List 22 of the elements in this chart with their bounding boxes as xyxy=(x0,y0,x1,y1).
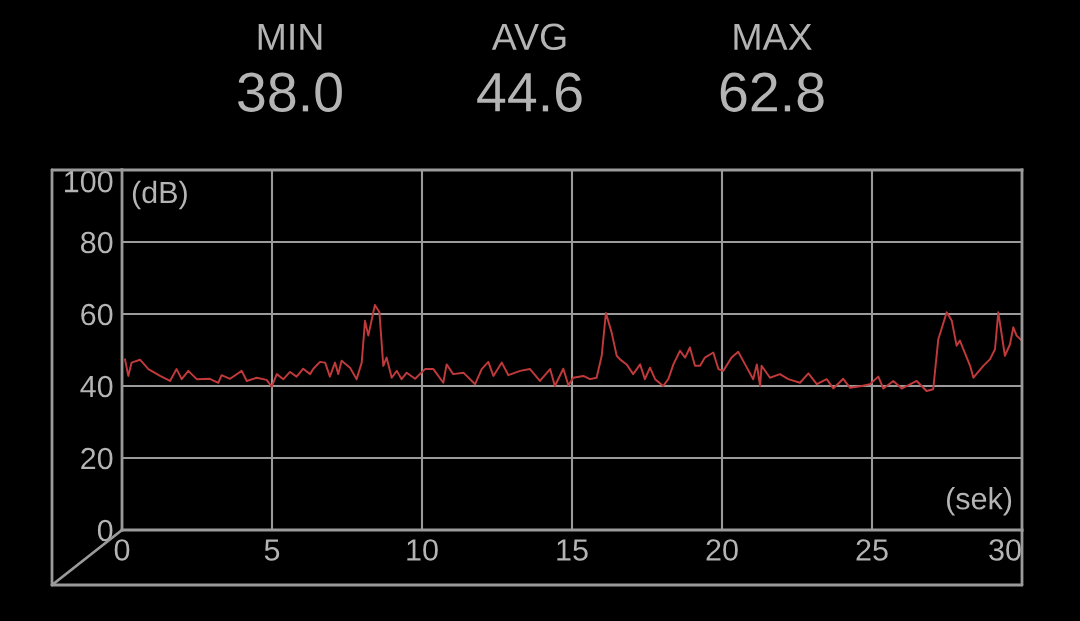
y-axis-title: (dB) xyxy=(132,180,187,210)
line-series xyxy=(124,304,1022,393)
text: 62.8 xyxy=(720,72,824,112)
x-tick-label: 0 xyxy=(114,539,130,561)
y-tick-label: 80 xyxy=(81,231,113,254)
y-tick-label: 0 xyxy=(97,519,113,542)
y-tick-label: 40 xyxy=(80,375,113,398)
x-tick-label: 25 xyxy=(856,539,888,561)
y-tick-label: 60 xyxy=(81,303,113,326)
y-tick-label: 20 xyxy=(81,447,113,470)
text: 44.6 xyxy=(477,72,582,112)
y-tick-label: 100 xyxy=(65,170,113,193)
x-tick-label: 30 xyxy=(989,539,1021,561)
x-axis-title: (sek) xyxy=(947,487,1012,516)
text: MAX xyxy=(734,23,812,50)
x-tick-label: 5 xyxy=(264,539,280,561)
x-tick-label: 20 xyxy=(706,539,738,561)
text: AVG xyxy=(491,23,566,51)
x-tick-label: 10 xyxy=(407,539,438,561)
text: MIN xyxy=(258,23,322,50)
x-tick-label: 15 xyxy=(557,539,588,561)
text: 38.0 xyxy=(238,72,342,112)
